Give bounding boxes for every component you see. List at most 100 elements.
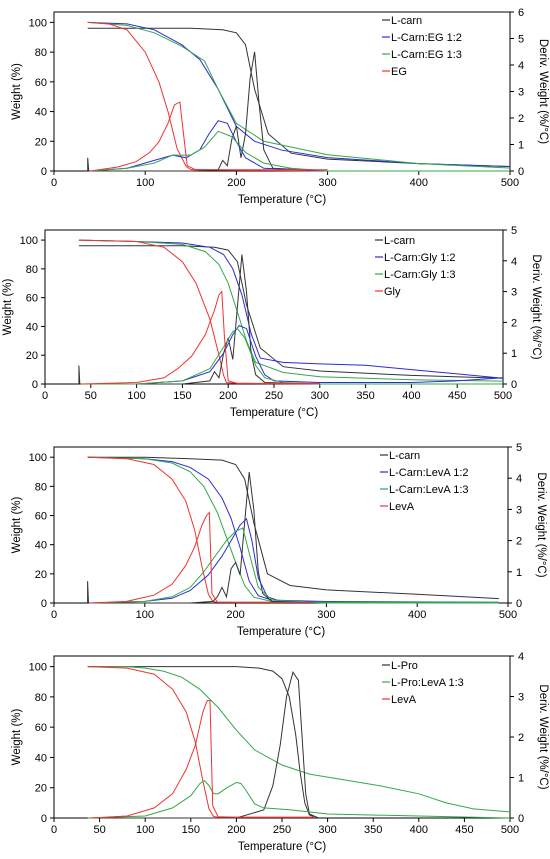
y-tick-label: 80 bbox=[26, 264, 38, 276]
x-tick-label: 450 bbox=[448, 390, 466, 402]
series-line-weight-l-pro bbox=[87, 666, 315, 817]
series-line-deriv-derivative-3 bbox=[87, 671, 319, 819]
y-tick-label: 40 bbox=[26, 321, 38, 333]
series-line-weight-l-carn bbox=[78, 245, 504, 379]
x-tick-label: 0 bbox=[51, 177, 57, 189]
y2-tick-label: 4 bbox=[516, 473, 522, 485]
y-tick-label: 20 bbox=[35, 569, 47, 581]
y-axis-label: Weight (%) bbox=[2, 279, 14, 336]
series-line-weight-l-carn-eg-1-2 bbox=[87, 21, 511, 167]
y-tick-label: 100 bbox=[29, 662, 47, 674]
series-line-deriv-derivative-7 bbox=[90, 101, 328, 172]
series-line-deriv-derivative-6 bbox=[90, 130, 510, 172]
legend-entry: L-Carn:Gly 1:3 bbox=[384, 269, 456, 281]
y2-tick-label: 0 bbox=[518, 813, 524, 825]
legend-entry: L-Carn:LevA 1:3 bbox=[389, 484, 469, 496]
x-axis-label: Temperature (°C) bbox=[238, 194, 326, 206]
x-tick-label: 500 bbox=[494, 390, 512, 402]
series-line-weight-l-carn bbox=[87, 456, 499, 600]
x-tick-label: 300 bbox=[311, 390, 329, 402]
series-line-deriv-derivative-6 bbox=[81, 327, 503, 385]
y-tick-label: 80 bbox=[35, 481, 47, 493]
series-line-deriv-derivative-4 bbox=[87, 780, 511, 819]
series-line-deriv-derivative-4 bbox=[87, 51, 510, 172]
y-tick-label: 40 bbox=[35, 752, 47, 764]
y2-tick-label: 4 bbox=[511, 256, 517, 268]
x-tick-label: 350 bbox=[364, 824, 382, 836]
legend-entry: L-carn bbox=[391, 15, 422, 27]
series-line-weight-leva bbox=[87, 666, 314, 818]
x-tick-label: 100 bbox=[136, 609, 154, 621]
legend-entry: LevA bbox=[389, 501, 415, 513]
y2-tick-label: 2 bbox=[518, 732, 524, 744]
y2-tick-label: 5 bbox=[516, 442, 522, 454]
x-tick-label: 200 bbox=[219, 390, 237, 402]
x-tick-label: 50 bbox=[93, 824, 105, 836]
series-line-weight-l-carn-eg-1-3 bbox=[87, 21, 511, 169]
y-tick-label: 0 bbox=[41, 598, 47, 610]
series-line-deriv-derivative-4 bbox=[78, 254, 503, 385]
y-tick-label: 100 bbox=[20, 235, 38, 247]
y2-axis-label: Deriv. Weight (%/°C) bbox=[537, 39, 549, 144]
y-tick-label: 40 bbox=[35, 540, 47, 552]
y2-tick-label: 0 bbox=[518, 166, 524, 178]
x-tick-label: 500 bbox=[501, 824, 519, 836]
legend-entry: L-carn bbox=[384, 235, 415, 247]
y-axis-label: Weight (%) bbox=[11, 63, 23, 120]
y2-tick-label: 4 bbox=[518, 60, 524, 72]
x-tick-label: 250 bbox=[273, 824, 291, 836]
series-line-deriv-derivative-5 bbox=[81, 324, 504, 385]
y2-tick-label: 3 bbox=[518, 692, 524, 704]
x-tick-label: 450 bbox=[455, 824, 473, 836]
legend-entry: Gly bbox=[384, 286, 401, 298]
y-tick-label: 20 bbox=[26, 350, 38, 362]
y2-tick-label: 5 bbox=[518, 34, 524, 46]
y-tick-label: 80 bbox=[35, 692, 47, 704]
series-line-weight-l-pro-leva-1-3 bbox=[87, 666, 511, 813]
x-tick-label: 200 bbox=[227, 824, 245, 836]
series-line-deriv-derivative-5 bbox=[90, 120, 510, 172]
x-tick-label: 0 bbox=[51, 609, 57, 621]
x-tick-label: 100 bbox=[136, 824, 154, 836]
series-line-weight-gly bbox=[78, 239, 320, 385]
y2-axis-label: Deriv. Weight (%/°C) bbox=[537, 684, 549, 789]
chart-panel-gly: 0 50 100 150 200 250 300 350 400 450 5000204060801… bbox=[2, 225, 542, 419]
legend-entry: EG bbox=[391, 66, 407, 78]
series-line-weight-eg bbox=[87, 21, 328, 172]
y-tick-label: 100 bbox=[29, 17, 47, 29]
y-tick-label: 60 bbox=[35, 722, 47, 734]
series-line-deriv-derivative-4 bbox=[87, 471, 499, 604]
legend-entry: L-Pro:LevA 1:3 bbox=[391, 677, 464, 689]
series-line-deriv-derivative-7 bbox=[81, 290, 320, 385]
y2-tick-label: 1 bbox=[511, 348, 517, 360]
series-line-deriv-derivative-5 bbox=[90, 700, 314, 819]
y-tick-label: 60 bbox=[35, 77, 47, 89]
x-tick-label: 300 bbox=[317, 609, 335, 621]
y2-tick-label: 4 bbox=[518, 651, 524, 663]
y2-tick-label: 3 bbox=[518, 87, 524, 99]
x-tick-label: 0 bbox=[51, 824, 57, 836]
y2-tick-label: 2 bbox=[518, 113, 524, 125]
x-tick-label: 400 bbox=[408, 609, 426, 621]
x-axis-label: Temperature (°C) bbox=[230, 407, 318, 419]
legend-entry: L-Carn:LevA 1:2 bbox=[389, 467, 469, 479]
x-tick-label: 400 bbox=[410, 824, 428, 836]
x-tick-label: 300 bbox=[318, 824, 336, 836]
x-tick-label: 200 bbox=[227, 177, 245, 189]
x-axis-label: Temperature (°C) bbox=[237, 626, 325, 638]
x-axis-label: Temperature (°C) bbox=[238, 841, 326, 853]
chart-panel-eg: 0 100 200 300 400 5000204060801000123456Tempe… bbox=[11, 7, 549, 206]
y2-tick-label: 5 bbox=[511, 225, 517, 237]
y-tick-label: 0 bbox=[41, 166, 47, 178]
y-tick-label: 100 bbox=[29, 452, 47, 464]
x-tick-label: 150 bbox=[173, 390, 191, 402]
y-tick-label: 60 bbox=[26, 293, 38, 305]
y-axis-label: Weight (%) bbox=[11, 709, 23, 766]
series-line-weight-l-carn bbox=[87, 27, 511, 167]
y2-tick-label: 1 bbox=[516, 567, 522, 579]
legend-entry: L-Pro bbox=[391, 660, 418, 672]
x-tick-label: 350 bbox=[356, 390, 374, 402]
chart-panel-leva: 0 100 200 300 400 500020406080100012345Temper… bbox=[11, 442, 547, 638]
legend-entry: L-carn bbox=[389, 450, 420, 462]
y-tick-label: 40 bbox=[35, 107, 47, 119]
